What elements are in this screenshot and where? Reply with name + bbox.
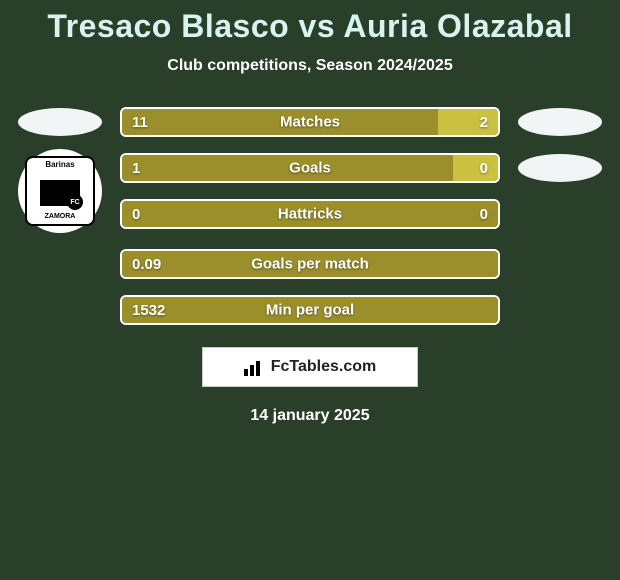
stat-left-value: 1532 [132, 302, 165, 319]
player-badge-left [18, 108, 102, 136]
stat-row-mpg: 1532 Min per goal [0, 295, 620, 325]
page-title: Tresaco Blasco vs Auria Olazabal [0, 8, 620, 45]
stat-left-value: 0 [132, 206, 140, 223]
stat-right-segment: 0 [453, 155, 498, 181]
team-logo-icon: Barinas ZAMORA FC [25, 156, 95, 226]
stat-left-value: 1 [132, 160, 140, 177]
footer-date: 14 january 2025 [0, 407, 620, 425]
stat-row-matches: 11 2 Matches [0, 107, 620, 137]
stat-left-segment: 1 [122, 155, 453, 181]
stat-right-segment: 2 [438, 109, 498, 135]
stat-right-value: 2 [480, 114, 488, 131]
spacer [518, 296, 602, 324]
spacer [518, 200, 602, 228]
stat-right-segment [488, 297, 498, 323]
player-badge-right [518, 108, 602, 136]
stat-label: Goals [289, 160, 331, 177]
logo-bottom-text: ZAMORA [45, 213, 76, 220]
spacer [518, 250, 602, 278]
comparison-infographic: Tresaco Blasco vs Auria Olazabal Club co… [0, 0, 620, 425]
stat-bar: 11 2 Matches [120, 107, 500, 137]
brand-badge: FcTables.com [202, 347, 418, 387]
spacer [18, 250, 102, 278]
stat-bar: 1 0 Goals [120, 153, 500, 183]
stat-left-value: 11 [132, 114, 148, 131]
subtitle: Club competitions, Season 2024/2025 [0, 57, 620, 75]
stat-bar: 0 0 Hattricks [120, 199, 500, 229]
brand-chart-icon [244, 358, 266, 376]
stat-bar: 0.09 Goals per match [120, 249, 500, 279]
spacer [18, 296, 102, 324]
stat-left-value: 0.09 [132, 256, 161, 273]
stat-label: Goals per match [251, 256, 369, 273]
stat-bar: 1532 Min per goal [120, 295, 500, 325]
logo-top-text: Barinas [45, 160, 74, 169]
stat-label: Min per goal [266, 302, 354, 319]
brand-text: FcTables.com [271, 358, 377, 376]
stat-right-value: 0 [480, 206, 488, 223]
stat-label: Matches [280, 114, 340, 131]
stat-right-value: 0 [480, 160, 488, 177]
player-badge-right [518, 154, 602, 182]
stat-right-segment [488, 251, 498, 277]
stat-row-gpm: 0.09 Goals per match [0, 249, 620, 279]
logo-fc-badge: FC [67, 194, 83, 210]
stat-row-goals: Barinas ZAMORA FC 1 0 Goals [0, 153, 620, 233]
team-logo-left: Barinas ZAMORA FC [18, 149, 102, 233]
stat-label: Hattricks [278, 206, 342, 223]
